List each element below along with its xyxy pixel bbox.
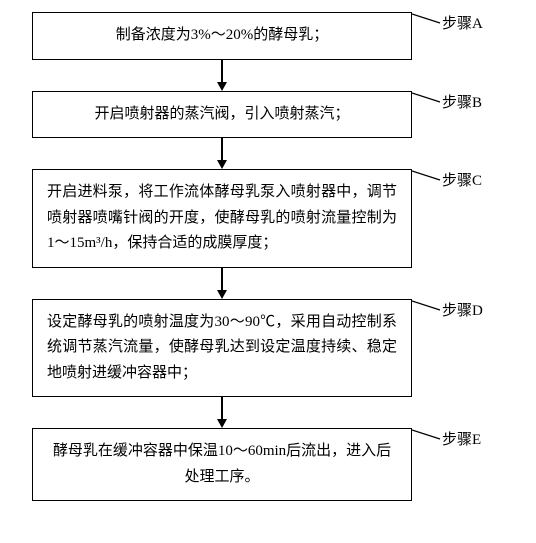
step-d-label: 步骤D [442,299,483,320]
arrow-c-d [32,268,412,299]
step-e-label: 步骤E [442,428,481,449]
step-c-box: 开启进料泵，将工作流体酵母乳泵入喷射器中，调节喷射器喷嘴针阀的开度，使酵母乳的喷… [32,169,412,268]
step-a-label: 步骤A [442,12,483,33]
flowchart: 制备浓度为3%～20%的酵母乳； 步骤A 开启喷射器的蒸汽阀，引入喷射蒸汽； 步… [12,12,524,501]
label-connector [412,428,442,442]
label-connector [412,91,442,105]
step-d-box: 设定酵母乳的喷射温度为30～90℃，采用自动控制系统调节蒸汽流量，使酵母乳达到设… [32,299,412,398]
arrow-b-c [32,138,412,169]
label-connector [412,299,442,313]
label-connector [412,169,442,183]
arrow-d-e [32,397,412,428]
step-a-box: 制备浓度为3%～20%的酵母乳； [32,12,412,60]
step-e: 酵母乳在缓冲容器中保温10～60min后流出，进入后处理工序。 步骤E [32,428,412,501]
step-b-box: 开启喷射器的蒸汽阀，引入喷射蒸汽； [32,91,412,139]
step-e-box: 酵母乳在缓冲容器中保温10～60min后流出，进入后处理工序。 [32,428,412,501]
step-c-label: 步骤C [442,169,482,190]
step-a: 制备浓度为3%～20%的酵母乳； 步骤A [32,12,412,60]
step-b-label: 步骤B [442,91,482,112]
arrow-a-b [32,60,412,91]
step-c: 开启进料泵，将工作流体酵母乳泵入喷射器中，调节喷射器喷嘴针阀的开度，使酵母乳的喷… [32,169,412,268]
step-b: 开启喷射器的蒸汽阀，引入喷射蒸汽； 步骤B [32,91,412,139]
label-connector [412,12,442,26]
step-d: 设定酵母乳的喷射温度为30～90℃，采用自动控制系统调节蒸汽流量，使酵母乳达到设… [32,299,412,398]
